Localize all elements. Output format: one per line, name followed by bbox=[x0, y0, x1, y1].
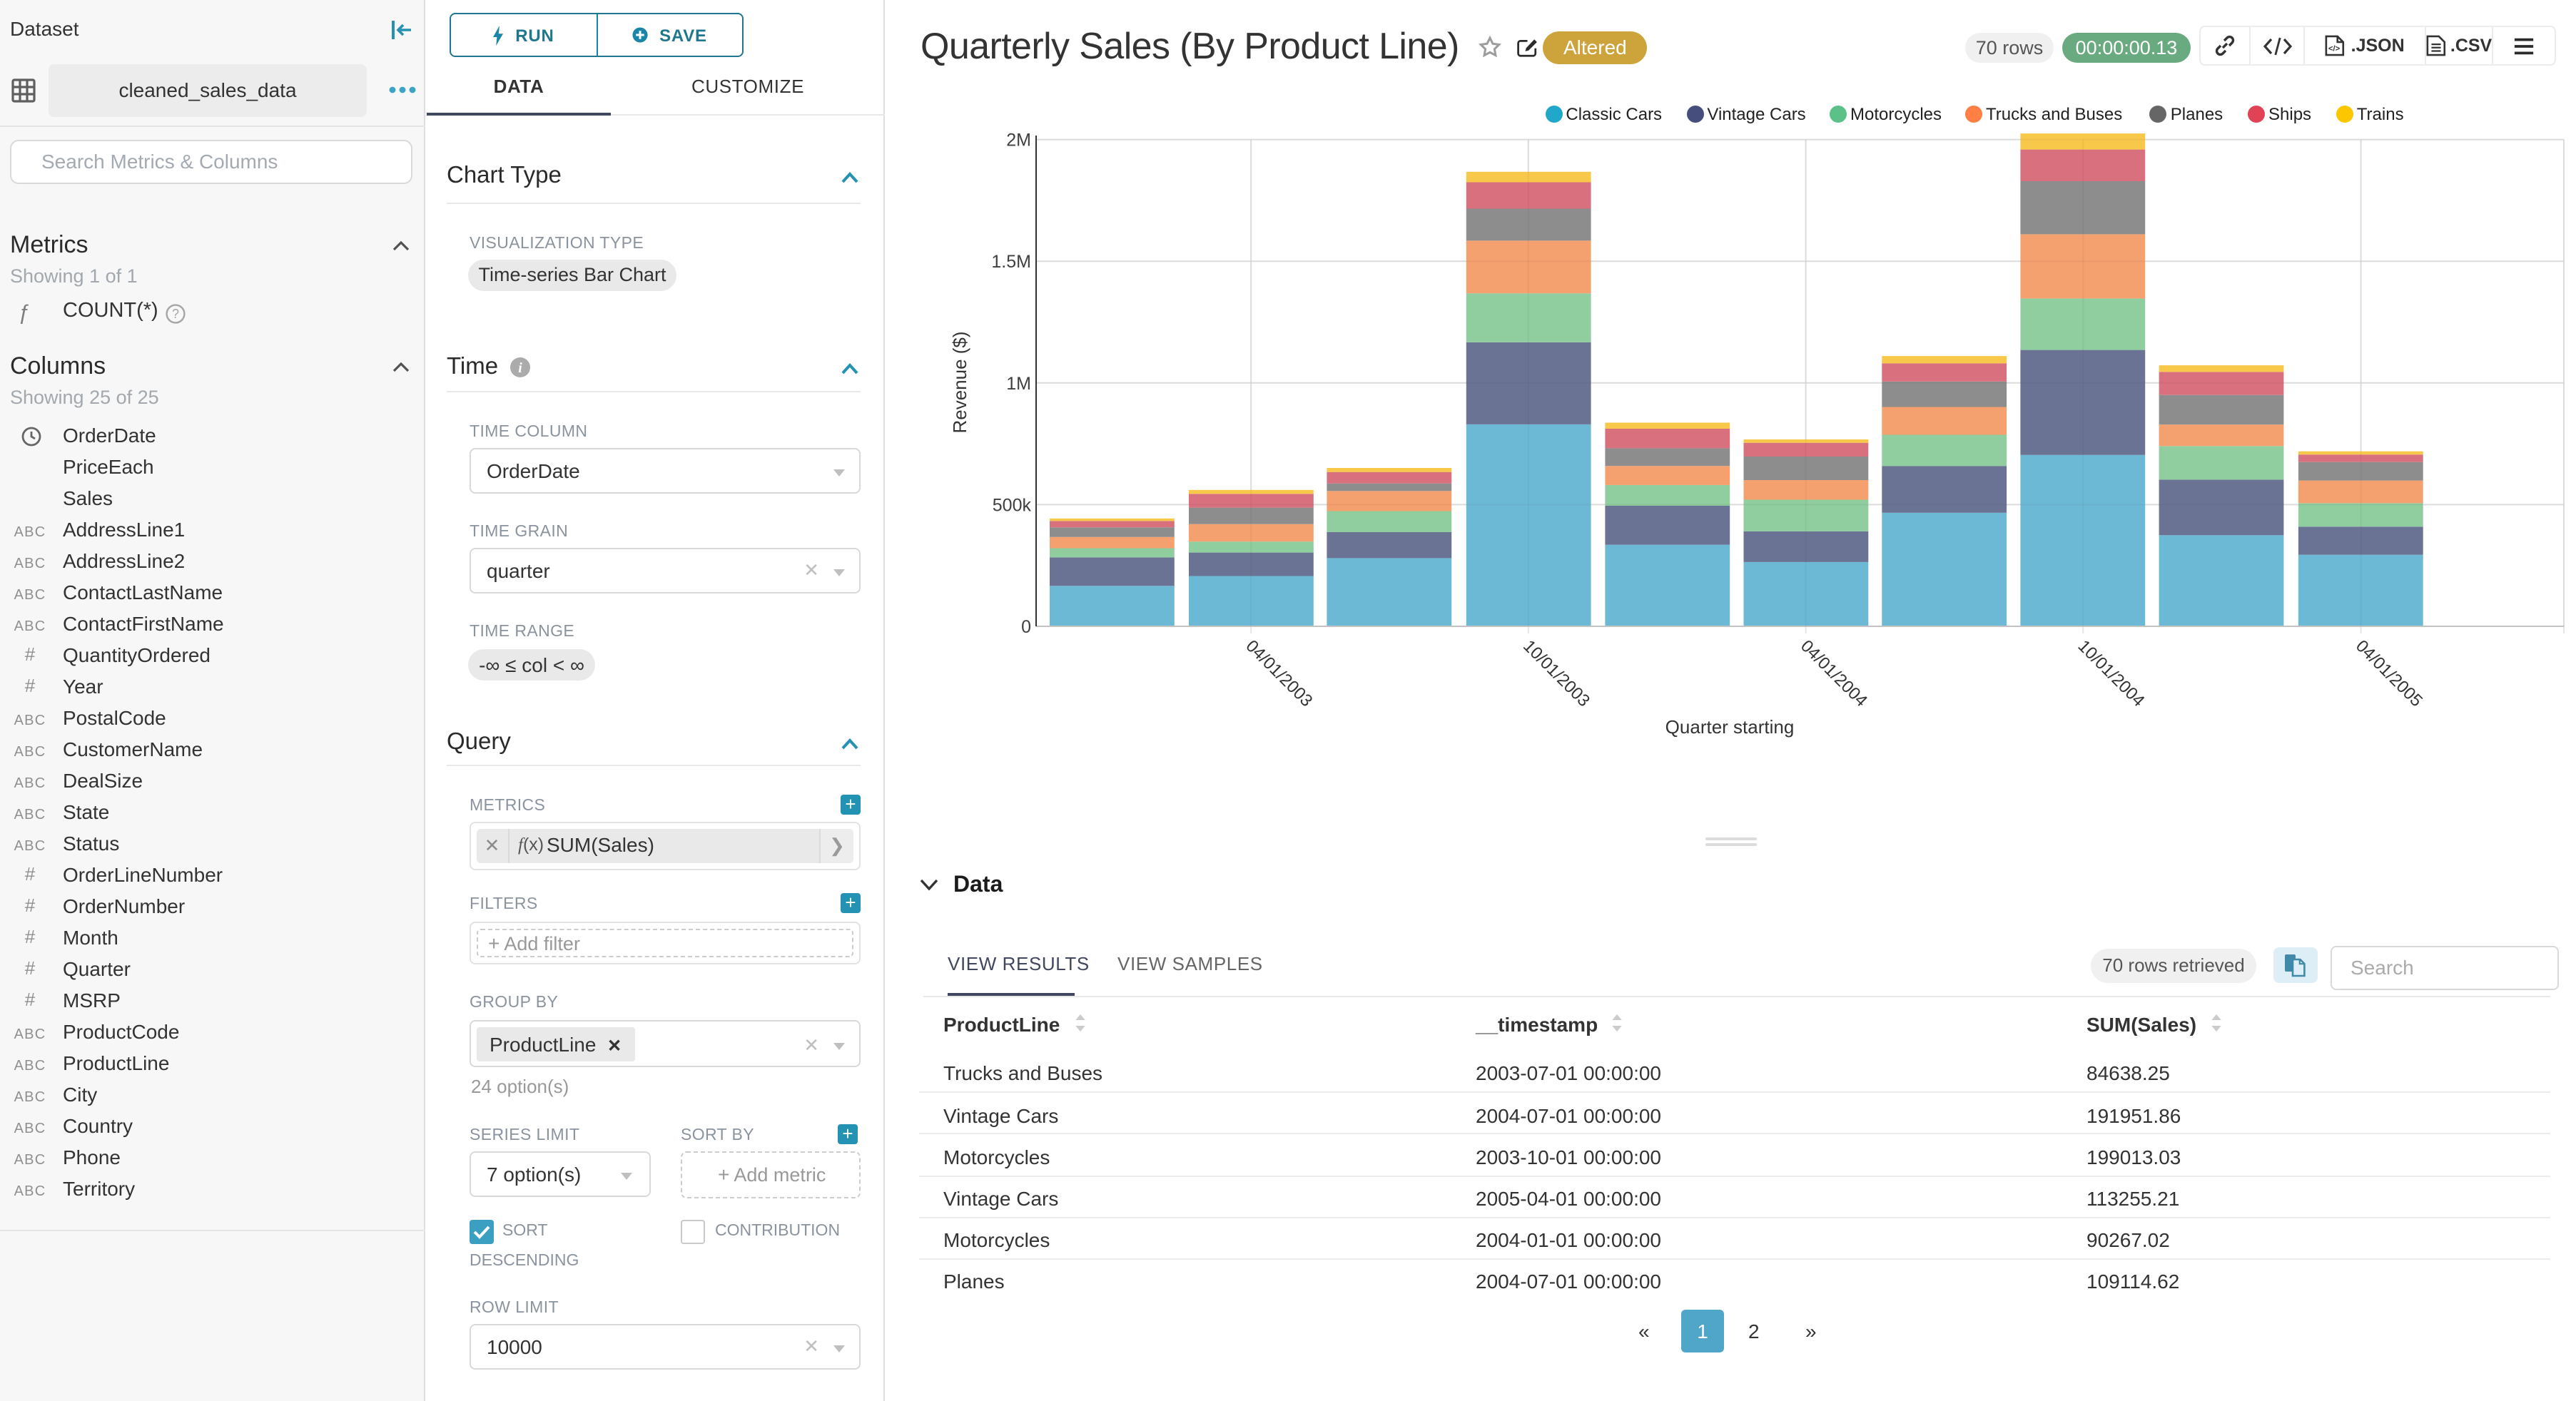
svg-text:04/01/2003: 04/01/2003 bbox=[1242, 636, 1317, 710]
svg-text:1M: 1M bbox=[1006, 374, 1031, 394]
svg-text:Quarter starting: Quarter starting bbox=[1665, 716, 1795, 738]
svg-text:500k: 500k bbox=[993, 495, 1032, 515]
svg-text:04/01/2005: 04/01/2005 bbox=[2352, 636, 2426, 710]
svg-text:Revenue ($): Revenue ($) bbox=[949, 331, 970, 433]
svg-text:1.5M: 1.5M bbox=[991, 252, 1031, 272]
svg-text:2M: 2M bbox=[1006, 131, 1031, 151]
svg-text:i: i bbox=[518, 360, 522, 376]
svg-text:10/01/2004: 10/01/2004 bbox=[2074, 636, 2149, 710]
svg-text:04/01/2004: 04/01/2004 bbox=[1797, 636, 1871, 710]
svg-text:</>: </> bbox=[2329, 44, 2341, 53]
svg-text:?: ? bbox=[172, 307, 179, 321]
svg-text:10/01/2003: 10/01/2003 bbox=[1519, 636, 1593, 710]
svg-text:0: 0 bbox=[1021, 617, 1031, 637]
